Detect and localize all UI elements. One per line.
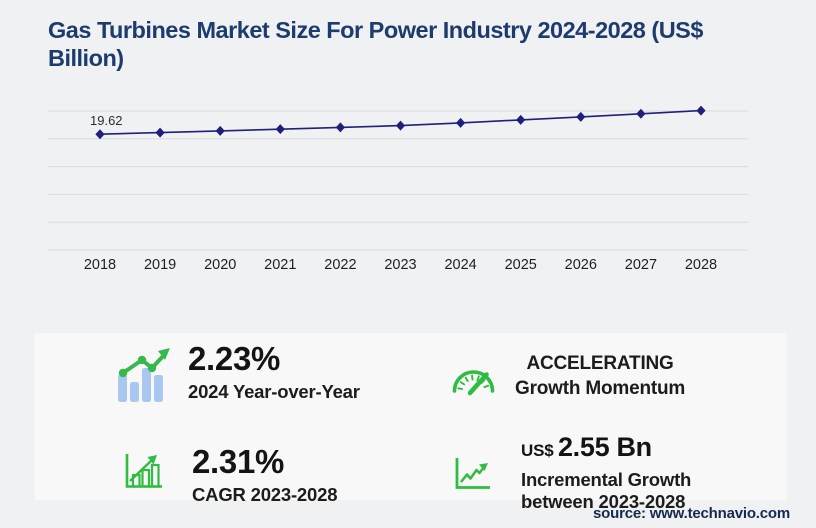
cagr-value: 2.31% [192, 443, 285, 480]
stat-yoy: 2.23% 2024 Year-over-Year [118, 341, 360, 403]
yoy-label: 2024 Year-over-Year [188, 381, 360, 402]
bar-chart-trend-icon [118, 348, 170, 402]
trend-arrow-axis-icon [455, 458, 490, 489]
svg-text:2027: 2027 [625, 257, 657, 273]
incremental-currency: US$ [521, 441, 554, 460]
speedometer-icon [452, 370, 495, 396]
stat-yoy-text: 2.23% 2024 Year-over-Year [188, 341, 360, 403]
incremental-label-line1: Incremental Growth [521, 469, 692, 490]
svg-text:2026: 2026 [565, 257, 597, 273]
svg-text:2022: 2022 [324, 257, 356, 273]
momentum-line2: Growth Momentum [515, 377, 686, 399]
stat-incremental: US$ 2.55 Bn Incremental Growth between 2… [455, 433, 691, 512]
yoy-value: 2.23% [188, 340, 281, 377]
svg-text:2020: 2020 [204, 257, 236, 273]
svg-text:2028: 2028 [685, 257, 717, 273]
incremental-value: 2.55 Bn [557, 432, 652, 462]
page-title: Gas Turbines Market Size For Power Indus… [48, 17, 703, 71]
incremental-label-line2: between 2023-2028 [521, 490, 686, 512]
svg-text:2019: 2019 [144, 257, 176, 273]
bar-chart-growth-icon [125, 454, 162, 488]
source-credit: source: www.technavio.com [593, 505, 790, 522]
stat-cagr-text: 2.31% CAGR 2023-2028 [192, 444, 337, 506]
market-size-line-chart: 2018 2019 2020 2021 2022 2023 2024 2025 2026 2027… [48, 105, 748, 273]
svg-text:19.62: 19.62 [90, 113, 123, 128]
stat-incremental-text: US$ 2.55 Bn Incremental Growth between 2… [521, 433, 691, 512]
momentum-line1: ACCELERATING [526, 353, 674, 374]
incremental-value-line: US$ 2.55 Bn [521, 433, 691, 466]
stat-momentum: ACCELERATING Growth Momentum [450, 352, 685, 401]
stat-cagr: 2.31% CAGR 2023-2028 [125, 444, 337, 506]
svg-text:2025: 2025 [505, 257, 537, 273]
svg-text:2018: 2018 [84, 257, 116, 273]
svg-text:2024: 2024 [444, 257, 476, 273]
svg-text:2021: 2021 [264, 257, 296, 273]
cagr-label: CAGR 2023-2028 [192, 484, 338, 505]
stat-momentum-text: ACCELERATING Growth Momentum [515, 352, 685, 401]
svg-text:2023: 2023 [384, 257, 416, 273]
